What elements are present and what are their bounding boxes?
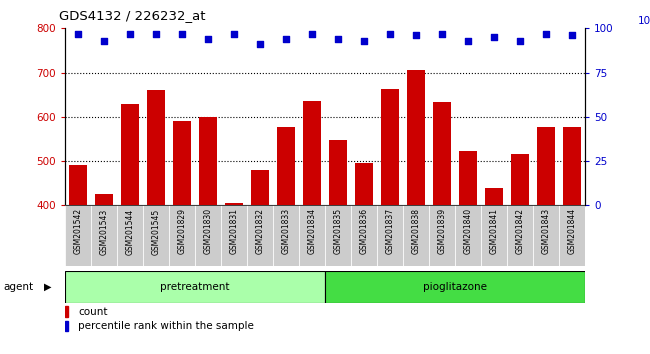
Bar (481, 205, 507, 266)
Bar (559, 205, 585, 266)
Point (177, 31, 187, 36)
Bar (121, 104, 139, 205)
Bar (247, 205, 273, 266)
Bar (225, 203, 243, 205)
Text: pioglitazone: pioglitazone (423, 282, 487, 292)
Bar (65, 205, 91, 266)
Bar (117, 205, 143, 266)
Bar (381, 89, 399, 205)
Bar (325, 205, 351, 266)
Bar (221, 205, 247, 266)
Text: pretreatment: pretreatment (161, 282, 229, 292)
Point (463, 38, 473, 44)
Text: percentile rank within the sample: percentile rank within the sample (78, 321, 254, 331)
Text: GSM201839: GSM201839 (437, 208, 447, 255)
Point (567, 33, 577, 38)
Bar (65, 271, 325, 303)
Bar (351, 205, 377, 266)
Point (307, 31, 317, 36)
Bar (407, 70, 425, 205)
Bar (65, 307, 68, 317)
Text: GSM201842: GSM201842 (515, 208, 525, 254)
Text: GSM201829: GSM201829 (177, 208, 187, 254)
Text: GSM201836: GSM201836 (359, 208, 369, 255)
Point (359, 38, 369, 44)
Point (333, 36, 343, 42)
Text: GSM201542: GSM201542 (73, 208, 83, 255)
Text: GSM201834: GSM201834 (307, 208, 317, 255)
Bar (485, 188, 503, 205)
Point (151, 31, 161, 36)
Bar (91, 205, 117, 266)
Point (411, 33, 421, 38)
Bar (537, 127, 555, 205)
Point (203, 36, 213, 42)
Point (515, 38, 525, 44)
Bar (173, 121, 191, 205)
Text: GSM201843: GSM201843 (541, 208, 551, 255)
Point (489, 34, 499, 40)
Point (125, 31, 135, 36)
Bar (199, 117, 217, 205)
Bar (277, 127, 295, 205)
Text: ▶: ▶ (44, 282, 52, 292)
Text: GSM201838: GSM201838 (411, 208, 421, 254)
Bar (251, 170, 269, 205)
Text: GSM201544: GSM201544 (125, 208, 135, 255)
Point (255, 41, 265, 47)
Text: GSM201831: GSM201831 (229, 208, 239, 254)
Text: GSM201840: GSM201840 (463, 208, 473, 255)
Bar (195, 205, 221, 266)
Point (229, 31, 239, 36)
Point (437, 31, 447, 36)
Text: GDS4132 / 226232_at: GDS4132 / 226232_at (58, 9, 205, 22)
Bar (69, 165, 87, 205)
Text: GSM201841: GSM201841 (489, 208, 499, 254)
Bar (147, 90, 165, 205)
Bar (511, 154, 529, 205)
Point (73, 31, 83, 36)
Text: agent: agent (3, 282, 33, 292)
Text: GSM201543: GSM201543 (99, 208, 109, 255)
Text: GSM201545: GSM201545 (151, 208, 161, 255)
Bar (403, 205, 429, 266)
Point (281, 36, 291, 42)
Text: GSM201833: GSM201833 (281, 208, 291, 255)
Bar (377, 205, 403, 266)
Point (99, 38, 109, 44)
Bar (459, 151, 477, 205)
Bar (433, 102, 451, 205)
Bar (65, 321, 68, 331)
Text: count: count (78, 307, 107, 317)
Point (541, 31, 551, 36)
Bar (563, 127, 581, 205)
Text: GSM201832: GSM201832 (255, 208, 265, 254)
Bar (533, 205, 559, 266)
Text: GSM201835: GSM201835 (333, 208, 343, 255)
Bar (325, 271, 585, 303)
Bar (329, 140, 347, 205)
Text: GSM201830: GSM201830 (203, 208, 213, 255)
Bar (429, 205, 455, 266)
Bar (95, 194, 113, 205)
Bar (299, 205, 325, 266)
Bar (507, 205, 533, 266)
Bar (273, 205, 299, 266)
Bar (455, 205, 481, 266)
Bar (143, 205, 169, 266)
Bar (355, 163, 373, 205)
Text: 100%: 100% (638, 16, 650, 25)
Text: GSM201837: GSM201837 (385, 208, 395, 255)
Bar (169, 205, 195, 266)
Bar (303, 101, 321, 205)
Point (385, 31, 395, 36)
Text: GSM201844: GSM201844 (567, 208, 577, 255)
